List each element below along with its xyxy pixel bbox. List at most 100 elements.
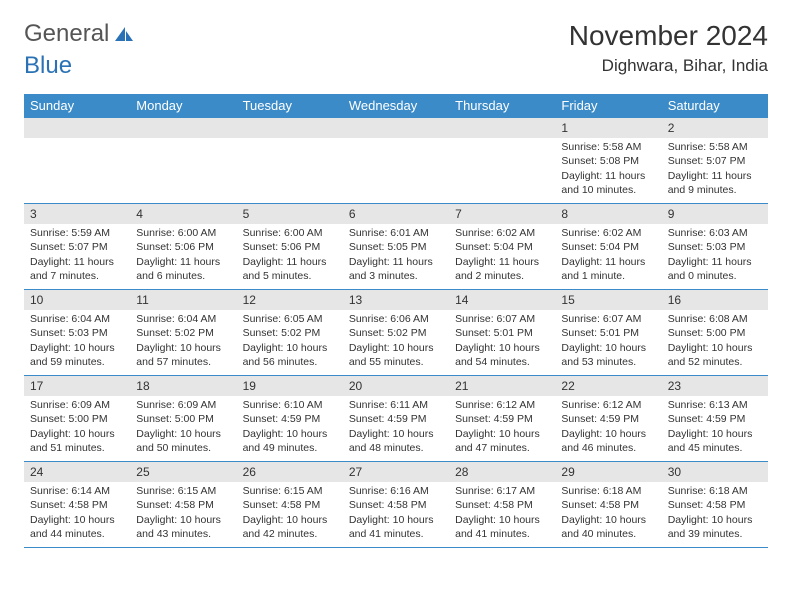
day-number: 26: [237, 462, 343, 482]
sunrise-line: Sunrise: 6:02 AM: [561, 226, 655, 240]
day-number: 7: [449, 204, 555, 224]
day-number-empty: [130, 118, 236, 138]
calendar-cell: 1Sunrise: 5:58 AMSunset: 5:08 PMDaylight…: [555, 118, 661, 204]
sunset-line: Sunset: 5:01 PM: [561, 326, 655, 340]
calendar-cell: 7Sunrise: 6:02 AMSunset: 5:04 PMDaylight…: [449, 204, 555, 290]
day-number: 16: [662, 290, 768, 310]
sunrise-line: Sunrise: 6:03 AM: [668, 226, 762, 240]
calendar-cell: 9Sunrise: 6:03 AMSunset: 5:03 PMDaylight…: [662, 204, 768, 290]
day-number: 11: [130, 290, 236, 310]
day-header: Wednesday: [343, 94, 449, 118]
day-number: 6: [343, 204, 449, 224]
day-body: Sunrise: 6:15 AMSunset: 4:58 PMDaylight:…: [130, 482, 236, 545]
sunset-line: Sunset: 5:01 PM: [455, 326, 549, 340]
day-number: 30: [662, 462, 768, 482]
sunrise-line: Sunrise: 6:07 AM: [561, 312, 655, 326]
sunset-line: Sunset: 4:59 PM: [455, 412, 549, 426]
sunset-line: Sunset: 5:02 PM: [349, 326, 443, 340]
calendar-cell: 21Sunrise: 6:12 AMSunset: 4:59 PMDayligh…: [449, 376, 555, 462]
sunset-line: Sunset: 5:05 PM: [349, 240, 443, 254]
title-month: November 2024: [569, 20, 768, 52]
daylight-line: Daylight: 10 hours and 47 minutes.: [455, 427, 549, 455]
sunrise-line: Sunrise: 6:17 AM: [455, 484, 549, 498]
sunrise-line: Sunrise: 6:16 AM: [349, 484, 443, 498]
calendar-cell: 30Sunrise: 6:18 AMSunset: 4:58 PMDayligh…: [662, 462, 768, 548]
calendar-week-row: 24Sunrise: 6:14 AMSunset: 4:58 PMDayligh…: [24, 462, 768, 548]
calendar-cell: [130, 118, 236, 204]
sunset-line: Sunset: 5:02 PM: [136, 326, 230, 340]
sunset-line: Sunset: 4:59 PM: [668, 412, 762, 426]
calendar-cell: 8 Sunrise: 6:02 AMSunset: 5:04 PMDaylight…: [555, 204, 661, 290]
daylight-line: Daylight: 11 hours and 1 minute.: [561, 255, 655, 283]
calendar-cell: 19Sunrise: 6:10 AMSunset: 4:59 PMDayligh…: [237, 376, 343, 462]
sunset-line: Sunset: 5:06 PM: [243, 240, 337, 254]
day-body: Sunrise: 6:06 AMSunset: 5:02 PMDaylight:…: [343, 310, 449, 373]
daylight-line: Daylight: 11 hours and 5 minutes.: [243, 255, 337, 283]
calendar-cell: 12Sunrise: 6:05 AMSunset: 5:02 PMDayligh…: [237, 290, 343, 376]
daylight-line: Daylight: 10 hours and 56 minutes.: [243, 341, 337, 369]
calendar-cell: 28Sunrise: 6:17 AMSunset: 4:58 PMDayligh…: [449, 462, 555, 548]
calendar-cell: 16Sunrise: 6:08 AMSunset: 5:00 PMDayligh…: [662, 290, 768, 376]
sunset-line: Sunset: 5:02 PM: [243, 326, 337, 340]
calendar-cell: 23 Sunrise: 6:13 AMSunset: 4:59 PMDayligh…: [662, 376, 768, 462]
sunrise-line: Sunrise: 6:13 AM: [668, 398, 762, 412]
calendar-cell: [449, 118, 555, 204]
day-body: Sunrise: 6:02 AMSunset: 5:04 PMDaylight:…: [449, 224, 555, 287]
day-header: Monday: [130, 94, 236, 118]
day-number: 27: [343, 462, 449, 482]
day-number: 14: [449, 290, 555, 310]
calendar-cell: 18Sunrise: 6:09 AMSunset: 5:00 PMDayligh…: [130, 376, 236, 462]
day-header: Sunday: [24, 94, 130, 118]
calendar-cell: 2Sunrise: 5:58 AMSunset: 5:07 PMDaylight…: [662, 118, 768, 204]
day-number: 3: [24, 204, 130, 224]
sunset-line: Sunset: 5:00 PM: [668, 326, 762, 340]
sunrise-line: Sunrise: 6:14 AM: [30, 484, 124, 498]
title-block: November 2024 Dighwara, Bihar, India: [569, 20, 768, 76]
calendar-cell: 24Sunrise: 6:14 AMSunset: 4:58 PMDayligh…: [24, 462, 130, 548]
day-body: Sunrise: 5:58 AMSunset: 5:07 PMDaylight:…: [662, 138, 768, 201]
day-number: 19: [237, 376, 343, 396]
day-number: 4: [130, 204, 236, 224]
calendar-cell: 15Sunrise: 6:07 AMSunset: 5:01 PMDayligh…: [555, 290, 661, 376]
calendar-week-row: 10Sunrise: 6:04 AMSunset: 5:03 PMDayligh…: [24, 290, 768, 376]
day-body: Sunrise: 6:10 AMSunset: 4:59 PMDaylight:…: [237, 396, 343, 459]
day-body: Sunrise: 6:11 AMSunset: 4:59 PMDaylight:…: [343, 396, 449, 459]
sunset-line: Sunset: 5:03 PM: [668, 240, 762, 254]
daylight-line: Daylight: 10 hours and 39 minutes.: [668, 513, 762, 541]
day-number: 5: [237, 204, 343, 224]
daylight-line: Daylight: 10 hours and 45 minutes.: [668, 427, 762, 455]
sunrise-line: Sunrise: 6:09 AM: [136, 398, 230, 412]
day-body: Sunrise: 6:12 AMSunset: 4:59 PMDaylight:…: [449, 396, 555, 459]
day-number: 8: [555, 204, 661, 224]
sunrise-line: Sunrise: 6:18 AM: [668, 484, 762, 498]
sunrise-line: Sunrise: 6:01 AM: [349, 226, 443, 240]
sunset-line: Sunset: 4:58 PM: [243, 498, 337, 512]
day-header: Friday: [555, 94, 661, 118]
sunset-line: Sunset: 5:04 PM: [561, 240, 655, 254]
logo-sail-icon: [113, 25, 135, 43]
sunset-line: Sunset: 5:08 PM: [561, 154, 655, 168]
calendar-cell: 29Sunrise: 6:18 AMSunset: 4:58 PMDayligh…: [555, 462, 661, 548]
sunrise-line: Sunrise: 6:09 AM: [30, 398, 124, 412]
day-body: Sunrise: 6:15 AMSunset: 4:58 PMDaylight:…: [237, 482, 343, 545]
day-number: 21: [449, 376, 555, 396]
calendar-cell: 6Sunrise: 6:01 AMSunset: 5:05 PMDaylight…: [343, 204, 449, 290]
calendar-table: SundayMondayTuesdayWednesdayThursdayFrid…: [24, 94, 768, 548]
day-number: 23: [662, 376, 768, 396]
sunset-line: Sunset: 4:58 PM: [136, 498, 230, 512]
day-body: Sunrise: 6:17 AMSunset: 4:58 PMDaylight:…: [449, 482, 555, 545]
day-body: Sunrise: 6:16 AMSunset: 4:58 PMDaylight:…: [343, 482, 449, 545]
calendar-cell: 22Sunrise: 6:12 AMSunset: 4:59 PMDayligh…: [555, 376, 661, 462]
calendar-cell: 17Sunrise: 6:09 AMSunset: 5:00 PMDayligh…: [24, 376, 130, 462]
sunrise-line: Sunrise: 6:02 AM: [455, 226, 549, 240]
sunset-line: Sunset: 4:59 PM: [349, 412, 443, 426]
daylight-line: Daylight: 10 hours and 59 minutes.: [30, 341, 124, 369]
sunrise-line: Sunrise: 6:00 AM: [243, 226, 337, 240]
daylight-line: Daylight: 11 hours and 6 minutes.: [136, 255, 230, 283]
sunset-line: Sunset: 4:58 PM: [561, 498, 655, 512]
sunset-line: Sunset: 4:58 PM: [30, 498, 124, 512]
calendar-cell: 4Sunrise: 6:00 AMSunset: 5:06 PMDaylight…: [130, 204, 236, 290]
daylight-line: Daylight: 10 hours and 50 minutes.: [136, 427, 230, 455]
sunset-line: Sunset: 5:06 PM: [136, 240, 230, 254]
sunrise-line: Sunrise: 5:58 AM: [561, 140, 655, 154]
